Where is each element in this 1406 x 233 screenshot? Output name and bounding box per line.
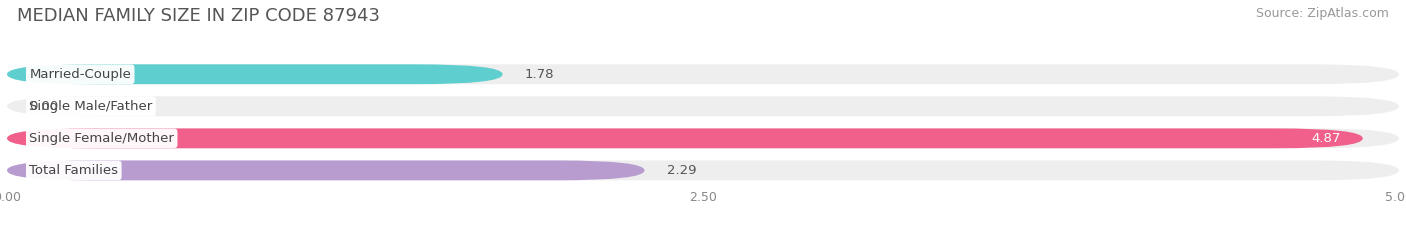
Text: MEDIAN FAMILY SIZE IN ZIP CODE 87943: MEDIAN FAMILY SIZE IN ZIP CODE 87943 xyxy=(17,7,380,25)
FancyBboxPatch shape xyxy=(7,128,1362,148)
Text: Married-Couple: Married-Couple xyxy=(30,68,131,81)
Text: 2.29: 2.29 xyxy=(666,164,696,177)
FancyBboxPatch shape xyxy=(7,64,502,84)
Text: 4.87: 4.87 xyxy=(1312,132,1340,145)
Text: Source: ZipAtlas.com: Source: ZipAtlas.com xyxy=(1256,7,1389,20)
FancyBboxPatch shape xyxy=(7,161,1399,180)
Text: Single Female/Mother: Single Female/Mother xyxy=(30,132,174,145)
FancyBboxPatch shape xyxy=(7,161,644,180)
Text: 1.78: 1.78 xyxy=(524,68,554,81)
Text: Total Families: Total Families xyxy=(30,164,118,177)
Text: 0.00: 0.00 xyxy=(30,100,59,113)
Text: Single Male/Father: Single Male/Father xyxy=(30,100,153,113)
FancyBboxPatch shape xyxy=(7,64,1399,84)
FancyBboxPatch shape xyxy=(7,96,1399,116)
FancyBboxPatch shape xyxy=(7,128,1399,148)
